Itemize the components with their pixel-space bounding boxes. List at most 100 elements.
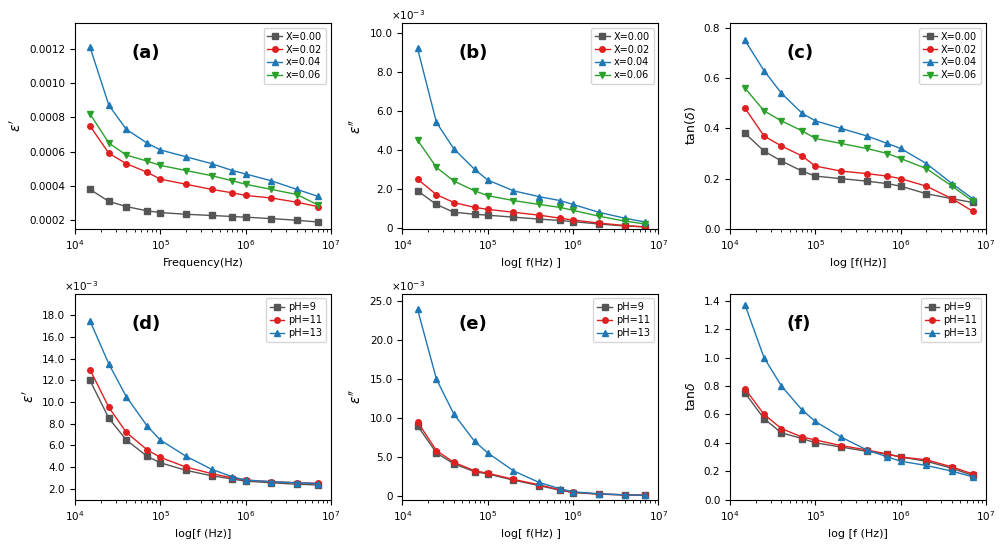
X=0.00: [592, 220, 604, 227]
pH=11: [265, 479, 277, 485]
Line: pH=13: pH=13: [414, 306, 647, 498]
x=0.06: [311, 201, 323, 208]
x=0.04: [554, 197, 566, 204]
x=0.06: [468, 188, 480, 194]
x=0.04: [120, 126, 132, 132]
X=0.06: [966, 198, 978, 205]
pH=13: [567, 488, 579, 495]
x=0.06: [554, 204, 566, 211]
pH=13: [240, 477, 252, 484]
Line: x=0.04: x=0.04: [414, 45, 647, 225]
pH=9: [507, 477, 519, 484]
X=0.04: [945, 181, 957, 187]
pH=9: [592, 491, 604, 497]
pH=11: [881, 451, 893, 457]
X=0.02: [554, 215, 566, 222]
x=0.06: [533, 201, 545, 208]
X=0.00: [447, 209, 459, 216]
pH=13: [140, 423, 152, 429]
X=0.00: [120, 203, 132, 210]
pH=11: [920, 457, 932, 463]
X=0.00: [430, 201, 442, 208]
pH=13: [265, 479, 277, 485]
X=0.02: [808, 163, 820, 170]
X=0.02: [567, 217, 579, 223]
pH=13: [618, 492, 630, 498]
X=0.00: [795, 168, 807, 174]
x=0.04: [533, 194, 545, 200]
X=0.02: [447, 199, 459, 206]
pH=11: [430, 447, 442, 454]
pH=9: [920, 458, 932, 464]
pH=11: [639, 492, 651, 499]
Y-axis label: $\varepsilon''$: $\varepsilon''$: [349, 118, 364, 133]
pH=9: [265, 480, 277, 486]
pH=13: [834, 434, 847, 440]
Text: (a): (a): [131, 44, 159, 62]
pH=9: [639, 492, 651, 499]
pH=9: [567, 490, 579, 496]
Text: (d): (d): [131, 315, 160, 333]
Line: pH=9: pH=9: [414, 423, 647, 498]
X=0.04: [860, 133, 872, 139]
X=0.00: [180, 211, 192, 218]
X=0.00: [860, 178, 872, 184]
pH=9: [894, 453, 906, 460]
pH=11: [757, 411, 769, 418]
X=0.02: [140, 169, 152, 176]
x=0.04: [411, 45, 423, 51]
X=0.02: [774, 143, 786, 149]
pH=13: [860, 446, 872, 453]
x=0.04: [311, 193, 323, 200]
pH=11: [966, 471, 978, 478]
pH=13: [102, 361, 114, 368]
X=0.02: [468, 204, 480, 211]
X=0.04: [834, 125, 847, 132]
pH=11: [567, 489, 579, 496]
Legend: pH=9, pH=11, pH=13: pH=9, pH=11, pH=13: [266, 299, 326, 342]
Line: X=0.02: X=0.02: [414, 176, 647, 230]
Y-axis label: tan($\delta$): tan($\delta$): [683, 107, 697, 146]
Text: $\times10^{-3}$: $\times10^{-3}$: [391, 8, 425, 22]
X=0.00: [140, 207, 152, 214]
pH=11: [738, 386, 750, 392]
Legend: X=0.00, X=0.02, X=0.04, X=0.06: X=0.00, X=0.02, X=0.04, X=0.06: [918, 28, 980, 84]
X=0.02: [738, 105, 750, 112]
pH=9: [533, 482, 545, 489]
x=0.06: [481, 193, 493, 199]
pH=11: [834, 443, 847, 449]
X=0.02: [507, 209, 519, 216]
X=0.00: [945, 195, 957, 202]
Line: x=0.06: x=0.06: [87, 111, 320, 208]
X=0.02: [945, 195, 957, 202]
X=0.02: [120, 160, 132, 167]
X-axis label: log [f(Hz)]: log [f(Hz)]: [829, 258, 886, 268]
X=0.02: [894, 176, 906, 182]
pH=13: [120, 393, 132, 400]
Y-axis label: $\varepsilon'$: $\varepsilon'$: [8, 120, 23, 132]
pH=11: [140, 446, 152, 453]
pH=11: [481, 470, 493, 476]
pH=13: [206, 466, 218, 473]
X-axis label: log[ f(Hz) ]: log[ f(Hz) ]: [500, 528, 560, 539]
X=0.02: [84, 123, 96, 129]
pH=9: [757, 415, 769, 422]
X=0.00: [265, 216, 277, 222]
Line: X=0.00: X=0.00: [741, 131, 975, 205]
x=0.06: [226, 178, 238, 184]
X=0.00: [881, 181, 893, 187]
x=0.06: [618, 218, 630, 224]
X=0.00: [481, 212, 493, 218]
X=0.04: [894, 145, 906, 152]
X=0.00: [240, 214, 252, 220]
pH=13: [311, 480, 323, 487]
x=0.06: [507, 197, 519, 204]
pH=11: [411, 418, 423, 425]
X=0.06: [808, 135, 820, 142]
pH=9: [226, 476, 238, 482]
pH=13: [795, 407, 807, 414]
x=0.04: [265, 178, 277, 184]
pH=9: [84, 377, 96, 383]
pH=9: [481, 470, 493, 477]
x=0.06: [240, 181, 252, 188]
